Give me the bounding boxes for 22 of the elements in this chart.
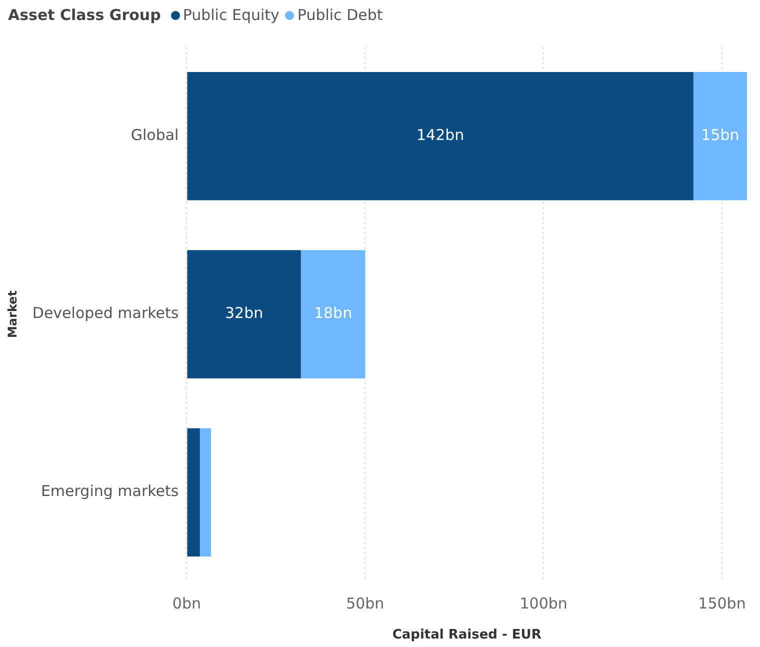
x-tick-label: 50bn <box>346 594 384 612</box>
bar <box>300 250 366 378</box>
bar <box>200 428 211 556</box>
x-axis-title: Capital Raised - EUR <box>392 628 542 643</box>
x-tick-label: 100bn <box>520 594 568 612</box>
y-tick-label: Global <box>130 126 179 144</box>
legend-label: Public Debt <box>296 6 383 24</box>
data-label: 32bn <box>225 304 264 322</box>
bar <box>187 428 200 556</box>
legend-label: Public Equity <box>182 6 280 24</box>
bar <box>187 250 301 378</box>
x-tick-label: 0bn <box>172 594 202 612</box>
data-label: 15bn <box>701 126 740 144</box>
y-tick-label: Developed markets <box>32 304 179 322</box>
data-label: 142bn <box>416 126 464 144</box>
legend-title: Asset Class Group <box>8 6 161 24</box>
x-tick-label: 150bn <box>698 594 746 612</box>
bar <box>693 72 747 200</box>
data-label: 18bn <box>314 304 352 322</box>
y-tick-label: Emerging markets <box>40 482 179 500</box>
bar <box>187 72 694 200</box>
y-axis-title: Market <box>5 290 20 338</box>
